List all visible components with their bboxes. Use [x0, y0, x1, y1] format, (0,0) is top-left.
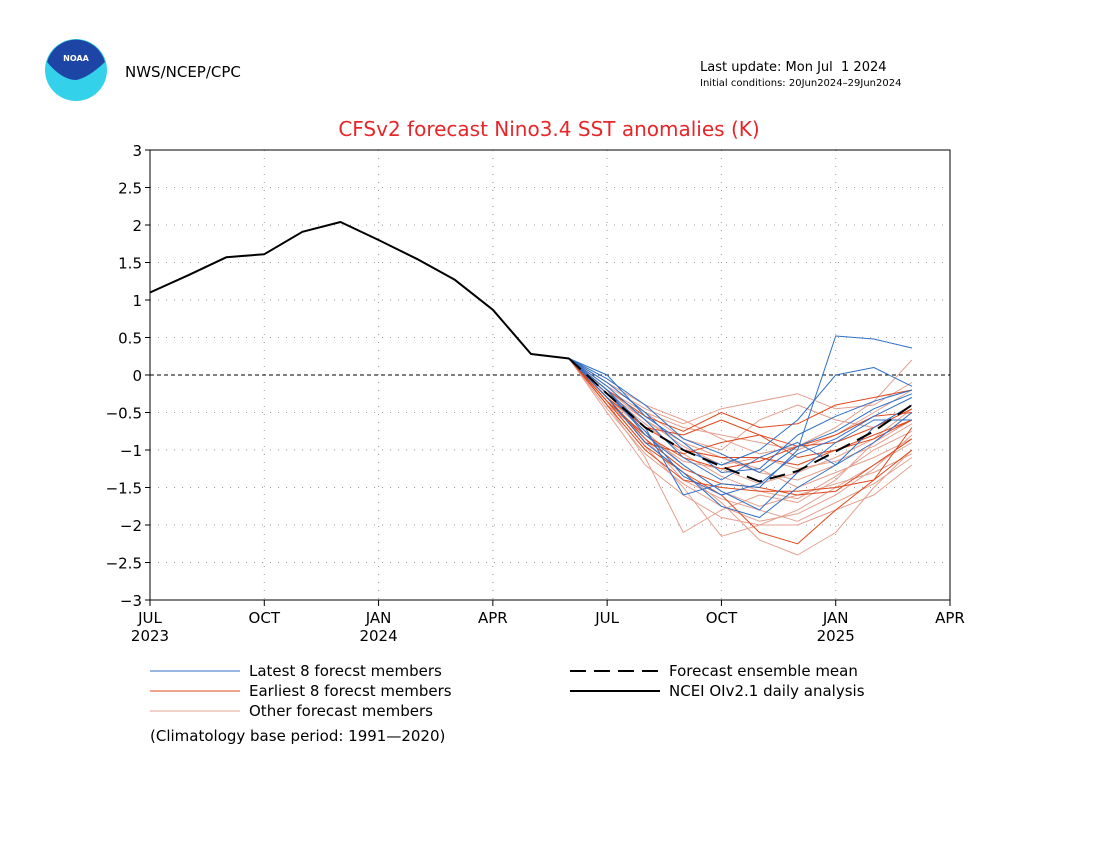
- y-tick-label: −0.5: [106, 405, 142, 423]
- last-update: Last update: Mon Jul 1 2024: [700, 60, 887, 75]
- x-tick-label: OCT: [249, 609, 281, 627]
- y-tick-label: −2.5: [106, 555, 142, 573]
- forecast-series: [568, 335, 913, 556]
- x-tick-label: JUL: [137, 609, 162, 627]
- series-line-earliest: [568, 358, 913, 496]
- y-tick-label: 1.5: [118, 255, 142, 273]
- ensemble-mean-group: [568, 357, 913, 483]
- ensemble-mean-line: [568, 357, 913, 483]
- noaa-logo: NOAA: [45, 39, 107, 101]
- y-tick-label: 0.5: [118, 330, 142, 348]
- series-line-other: [568, 358, 913, 451]
- y-tick-label: 2: [132, 217, 142, 235]
- initial-conditions: Initial conditions: 20Jun2024–29Jun2024: [700, 78, 901, 89]
- y-tick-label: −3: [120, 592, 142, 610]
- series-line-latest: [568, 358, 913, 481]
- analysis-line: [149, 221, 570, 360]
- legend-label-analysis: NCEI OIv2.1 daily analysis: [669, 682, 865, 700]
- x-tick-label: JAN: [365, 609, 392, 627]
- y-tick-label: 1: [132, 292, 142, 310]
- series-line-earliest: [568, 358, 913, 545]
- legend-label-mean: Forecast ensemble mean: [669, 662, 858, 680]
- climatology-note: (Climatology base period: 1991—2020): [150, 727, 445, 745]
- series-line-other: [568, 358, 913, 455]
- series-line-latest: [568, 358, 913, 518]
- analysis-group: [149, 221, 570, 360]
- series-line-latest: [568, 358, 913, 466]
- series-line-other: [568, 358, 913, 481]
- x-year-label: 2024: [359, 627, 397, 645]
- x-tick-label: APR: [935, 609, 965, 627]
- series-line-latest: [568, 358, 912, 511]
- series-line-latest: [568, 358, 913, 496]
- series-line-latest: [568, 335, 913, 496]
- y-tick-label: −1: [120, 442, 142, 460]
- series-line-other: [568, 358, 913, 526]
- y-tick-label: 3: [132, 142, 142, 160]
- chart-title: CFSv2 forecast Nino3.4 SST anomalies (K): [338, 117, 759, 141]
- x-tick-label: OCT: [706, 609, 738, 627]
- y-tick-label: −2: [120, 517, 142, 535]
- x-tick-label: JAN: [822, 609, 849, 627]
- series-line-other: [568, 358, 913, 537]
- legend-label-other: Other forecast members: [249, 702, 433, 720]
- x-tick-label: JUL: [594, 609, 619, 627]
- x-tick-label: APR: [478, 609, 508, 627]
- legend-label-earliest: Earliest 8 forecst members: [249, 682, 452, 700]
- x-year-label: 2023: [131, 627, 169, 645]
- agency-label: NWS/NCEP/CPC: [125, 63, 241, 81]
- legend-label-latest: Latest 8 forecst members: [249, 662, 442, 680]
- legend: Latest 8 forecst members Earliest 8 fore…: [150, 662, 865, 745]
- axes: 32.521.510.50−0.5−1−1.5−2−2.5−3JUL2023OC…: [106, 142, 965, 645]
- logo-text: NOAA: [63, 54, 89, 63]
- logo-bird-shape: [47, 39, 105, 80]
- series-line-latest: [568, 358, 913, 473]
- y-tick-label: 0: [132, 367, 142, 385]
- x-year-label: 2025: [817, 627, 855, 645]
- y-tick-label: −1.5: [106, 480, 142, 498]
- series-line-latest: [568, 358, 913, 473]
- y-tick-label: 2.5: [118, 180, 142, 198]
